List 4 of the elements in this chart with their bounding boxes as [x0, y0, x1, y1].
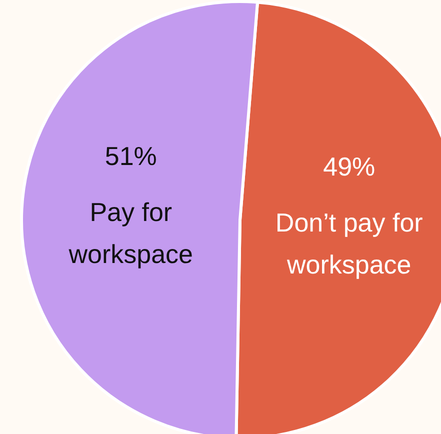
slice-label: Don’t pay for workspace	[275, 208, 424, 280]
data-label: 51%	[104, 140, 157, 171]
data-label: 49%	[323, 152, 376, 182]
slice-label: Pay for workspace	[68, 196, 194, 269]
